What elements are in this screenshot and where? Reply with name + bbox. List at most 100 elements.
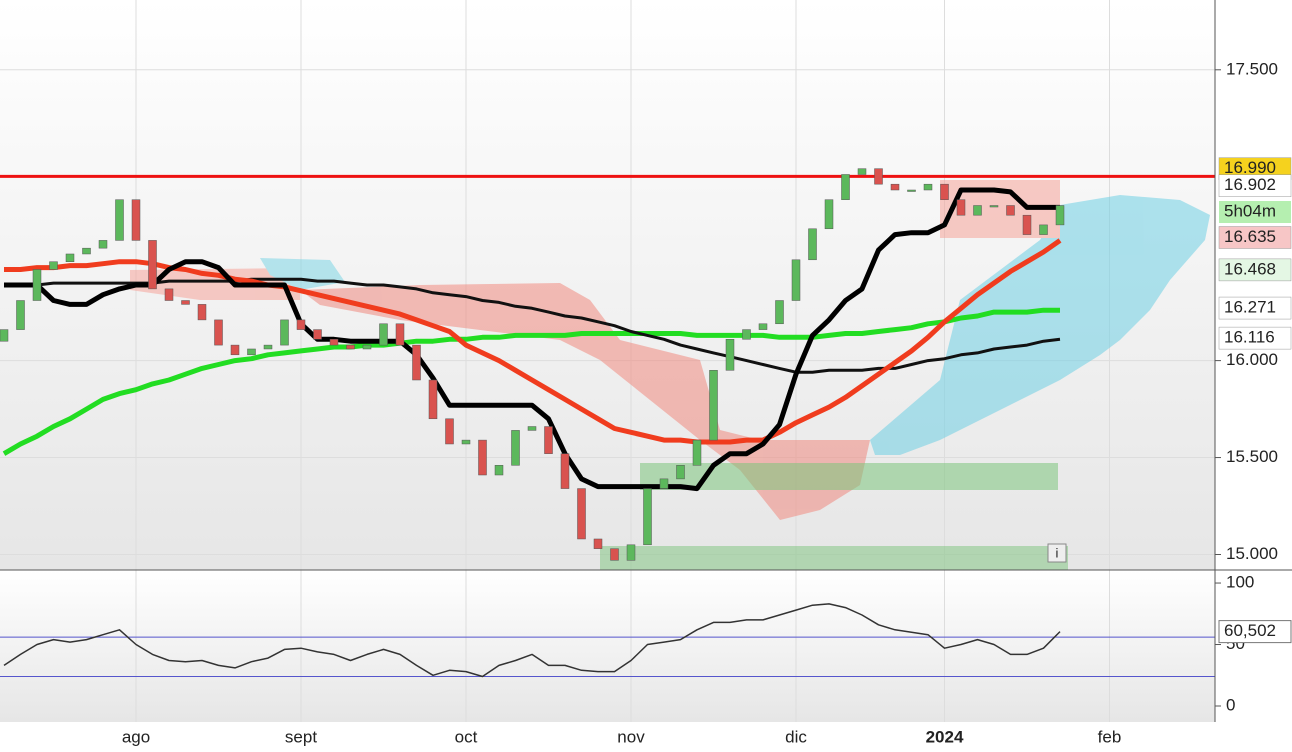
current-label-box <box>1218 620 1292 644</box>
candle <box>164 288 174 301</box>
candle <box>214 319 223 346</box>
candle <box>131 199 141 241</box>
candle <box>49 261 58 270</box>
price-label-box <box>1218 296 1292 320</box>
candle <box>395 323 405 346</box>
candle <box>197 304 207 321</box>
candle <box>560 453 570 489</box>
candle <box>263 344 273 350</box>
price-label: 16.902 <box>1224 175 1276 194</box>
candle <box>181 300 190 305</box>
candle <box>940 183 949 200</box>
x-tick-label: oct <box>455 727 478 746</box>
candle <box>98 240 108 249</box>
y-tick-label: 16.000 <box>1226 350 1278 369</box>
candle <box>280 319 289 346</box>
candle <box>709 370 718 441</box>
price-label-box <box>1218 326 1292 350</box>
candle <box>626 544 636 561</box>
candle <box>445 418 454 445</box>
candle <box>643 488 652 546</box>
candle <box>230 344 240 356</box>
candle <box>115 199 124 241</box>
candle <box>148 240 157 290</box>
price-label: 16.990 <box>1224 158 1276 177</box>
candle <box>692 439 702 466</box>
cloud-blue <box>870 195 1210 455</box>
candle <box>296 319 306 330</box>
info-icon-glyph: i <box>1056 545 1059 560</box>
candle <box>16 300 25 330</box>
line <box>3 603 1061 678</box>
price-label: 16.635 <box>1224 227 1276 246</box>
candle <box>412 344 421 381</box>
candle <box>808 228 817 261</box>
y-tick-label: 100 <box>1226 573 1254 592</box>
candle <box>346 344 355 350</box>
candle <box>742 329 751 340</box>
y-tick-label: 15.500 <box>1226 447 1278 466</box>
candle <box>379 323 388 346</box>
candle <box>82 247 91 255</box>
candle <box>32 269 42 301</box>
candle <box>907 189 916 192</box>
candle <box>659 478 669 489</box>
y-tick-label: 0 <box>1226 695 1235 714</box>
price-label: 16.271 <box>1224 298 1276 317</box>
x-tick-label: ago <box>122 727 150 746</box>
candle <box>841 174 850 200</box>
x-tick-label: nov <box>617 727 645 746</box>
candle <box>758 323 768 330</box>
candle <box>791 259 801 301</box>
candle <box>923 183 933 191</box>
labels: ago sept oct nov dic 2024 feb 17.500 16.000 15.50… <box>122 59 1292 746</box>
candle <box>857 168 867 175</box>
candle <box>527 426 537 431</box>
candle <box>362 344 372 350</box>
price-label-box <box>1218 174 1292 197</box>
candle <box>874 168 883 185</box>
current-label: 60,502 <box>1224 621 1276 640</box>
x-tick-label: 2024 <box>926 727 964 746</box>
rsi-panel-bg <box>0 570 1215 722</box>
candle <box>676 465 685 480</box>
candle <box>989 205 999 208</box>
countdown: 5h04m <box>1224 201 1276 220</box>
candle <box>1006 205 1015 216</box>
price-label: 16.468 <box>1224 259 1276 278</box>
candle <box>890 183 900 191</box>
zone-green <box>600 546 1068 570</box>
candle <box>577 488 586 540</box>
candle <box>461 439 471 445</box>
line <box>2 307 1060 456</box>
candle <box>593 538 603 549</box>
price-label-box <box>1218 258 1292 282</box>
cloud <box>130 180 1210 520</box>
x-tick-label: sept <box>285 727 317 746</box>
candle <box>511 430 520 466</box>
y-tick-label: 15.000 <box>1226 544 1278 563</box>
candle <box>775 300 784 325</box>
price-label: 16.116 <box>1224 328 1275 347</box>
x-tick-label: dic <box>785 727 807 746</box>
candle <box>478 439 487 476</box>
candle <box>247 348 256 356</box>
candle <box>329 339 339 346</box>
line <box>4 238 1062 445</box>
info-icon[interactable] <box>1047 543 1067 563</box>
candle <box>1039 224 1048 235</box>
candle <box>973 205 982 216</box>
candle <box>610 548 619 561</box>
candle <box>725 339 735 371</box>
candle <box>494 465 504 476</box>
candle <box>0 329 9 342</box>
marks <box>0 168 1215 678</box>
candle <box>65 253 75 262</box>
line <box>4 187 1060 492</box>
price-label-box <box>1218 226 1292 249</box>
candle <box>313 329 322 340</box>
cloud-red <box>300 283 870 520</box>
candle <box>544 426 553 454</box>
candle <box>428 379 438 420</box>
